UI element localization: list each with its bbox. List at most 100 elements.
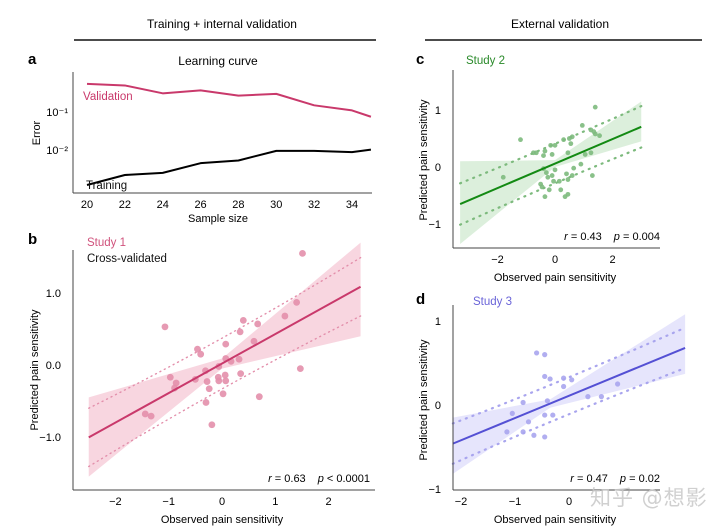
panel-a-xtick: 34 xyxy=(346,199,358,211)
panel-a-ytick: 10⁻² xyxy=(46,145,68,157)
data-point xyxy=(569,377,575,383)
panel-a-learning-curve: Learning curve Error Sample size 20 22 24 2… xyxy=(31,54,372,225)
data-point xyxy=(571,165,577,171)
x-axis-label: Observed pain sensitivity xyxy=(494,514,617,526)
data-point xyxy=(237,370,245,378)
y-tick-label: 1 xyxy=(435,316,441,328)
panel-b-scatter: −2 −1 0 1 2 1.0 0.0 −1.0 Observed pain sensitivi… xyxy=(29,242,375,526)
x-tick-label: 1 xyxy=(272,496,278,508)
y-axis-label: Predicted pain sensitivity xyxy=(418,339,430,461)
data-point xyxy=(520,429,526,435)
data-point xyxy=(197,350,205,358)
prediction-interval-lower xyxy=(451,366,687,465)
panel-a-xtick: 20 xyxy=(81,199,93,211)
stat-p-symbol: p xyxy=(613,231,620,243)
stats-annotation: r = 0.43 p = 0.004 xyxy=(564,231,660,243)
data-point xyxy=(208,421,216,429)
stat-p-value: < 0.0001 xyxy=(324,473,370,485)
regression-line xyxy=(452,346,686,445)
data-point xyxy=(250,337,258,345)
x-tick-label: 2 xyxy=(609,254,615,266)
data-point xyxy=(296,365,304,372)
data-point xyxy=(500,174,506,180)
panel-a-xtick: 22 xyxy=(119,199,131,211)
data-point xyxy=(548,142,554,148)
data-point xyxy=(566,136,572,141)
data-point xyxy=(235,355,243,363)
data-point xyxy=(534,350,540,356)
data-point xyxy=(569,173,575,178)
data-point xyxy=(205,385,213,393)
data-point xyxy=(591,129,597,135)
data-point xyxy=(542,148,548,154)
data-point xyxy=(561,383,567,390)
data-point xyxy=(546,187,552,193)
data-point xyxy=(556,178,562,184)
data-point xyxy=(539,184,545,190)
line-validation xyxy=(86,82,372,118)
legend-training: Training xyxy=(86,180,127,192)
data-point xyxy=(194,345,201,353)
data-point xyxy=(598,394,605,400)
y-tick-label: 1.0 xyxy=(46,288,61,300)
y-tick-label: 0 xyxy=(435,400,441,412)
panel-a-ytick: 10⁻¹ xyxy=(46,107,68,119)
stat-r-symbol: r xyxy=(268,473,273,485)
x-tick-label: 0 xyxy=(219,496,225,508)
data-point xyxy=(531,432,537,438)
stat-p-value: = 0.02 xyxy=(626,473,660,485)
stat-r-value: = 0.47 xyxy=(574,473,608,485)
data-point xyxy=(561,375,567,381)
data-point xyxy=(509,410,515,416)
regression-line xyxy=(88,285,362,439)
data-point xyxy=(202,399,210,406)
data-point xyxy=(542,352,548,358)
y-tick-label: −1.0 xyxy=(39,432,61,444)
y-tick-label: −1 xyxy=(428,484,441,496)
data-point xyxy=(504,429,510,435)
x-axis-label: Observed pain sensitivity xyxy=(161,514,284,526)
data-point xyxy=(552,167,558,173)
stat-r-value: = 0.43 xyxy=(568,231,602,243)
panel-a-xtick: 32 xyxy=(308,199,320,211)
x-tick-label: −2 xyxy=(455,496,468,508)
data-point xyxy=(239,316,247,324)
data-point xyxy=(203,378,211,385)
data-point xyxy=(544,398,551,404)
data-point xyxy=(578,161,584,167)
data-point xyxy=(543,170,549,176)
panel-a-xtick: 24 xyxy=(157,199,169,211)
panel-a-ylabel: Error xyxy=(31,120,43,145)
y-axis-label: Predicted pain sensitivity xyxy=(418,99,430,221)
data-point xyxy=(299,250,306,257)
data-point xyxy=(166,373,174,381)
panel-letter-b: b xyxy=(28,231,37,248)
data-point xyxy=(525,419,532,425)
data-point xyxy=(161,323,169,331)
y-axis-label: Predicted pain sensitivity xyxy=(29,309,41,431)
x-tick-label: −1 xyxy=(509,496,522,508)
data-point xyxy=(221,371,229,379)
confidence-band xyxy=(460,101,642,244)
data-point xyxy=(550,412,556,418)
data-point xyxy=(589,173,595,178)
stat-p-symbol: p xyxy=(317,473,324,485)
header-left: Training + internal validation xyxy=(147,17,297,31)
data-point xyxy=(568,141,574,147)
panel-a-xlabel: Sample size xyxy=(188,213,248,225)
data-point xyxy=(281,312,289,320)
data-point xyxy=(588,150,594,156)
data-point xyxy=(541,153,546,159)
data-point xyxy=(518,137,523,143)
data-point xyxy=(565,150,571,156)
panel-c-scatter: −2 0 2 1 0 −1 Observed pain sensitivity Predict… xyxy=(418,70,660,284)
data-point xyxy=(520,399,526,406)
x-axis-label: Observed pain sensitivity xyxy=(494,272,617,284)
panel-a-xtick: 30 xyxy=(270,199,282,211)
data-point xyxy=(141,410,149,418)
header-right: External validation xyxy=(511,17,609,31)
watermark: 知乎 @想影 xyxy=(590,486,708,510)
data-point xyxy=(615,381,621,387)
panel-a-title: Learning curve xyxy=(178,54,258,68)
x-tick-label: 0 xyxy=(566,496,572,508)
